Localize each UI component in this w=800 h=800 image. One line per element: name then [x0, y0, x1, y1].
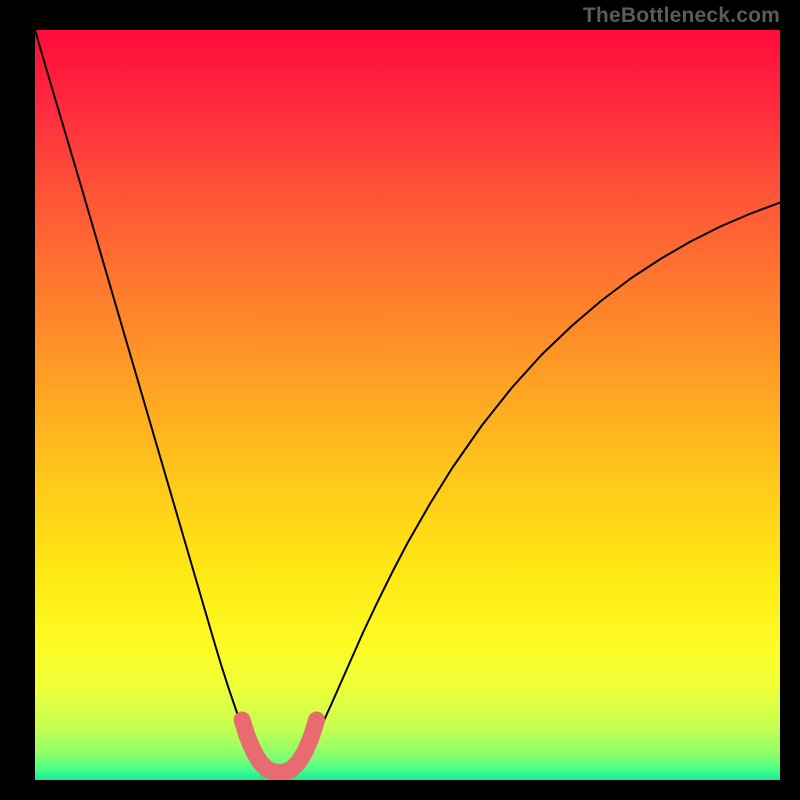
chart-svg: [35, 30, 780, 780]
gradient-background: [35, 30, 780, 780]
plot-area: [35, 30, 780, 780]
watermark-text: TheBottleneck.com: [583, 4, 780, 28]
